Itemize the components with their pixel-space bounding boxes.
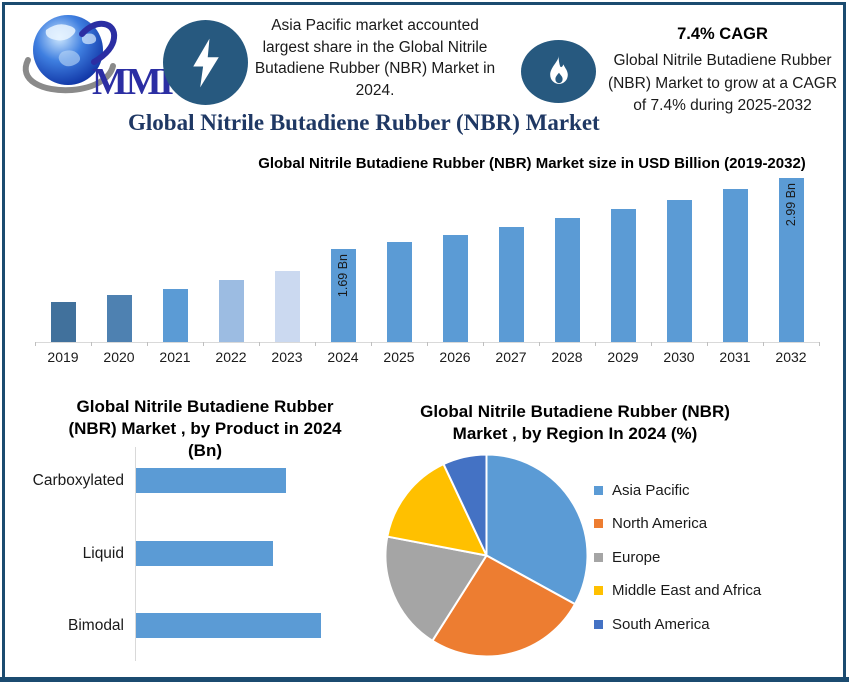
pie-slice-europe [384,535,488,642]
x-axis-label-2021: 2021 [159,349,191,365]
x-axis-label-2019: 2019 [47,349,79,365]
bar-2029 [610,209,636,342]
x-axis-label-2031: 2031 [719,349,751,365]
bar-2027 [498,227,524,342]
bar-2026 [442,235,468,342]
x-axis-tick [371,342,372,346]
lightning-icon [192,38,219,87]
x-axis-tick [819,342,820,346]
legend-swatch-europe [594,552,603,562]
bar-2024: 1.69 Bn [330,249,356,342]
region-pie-chart [384,453,589,658]
legend-swatch-asia-pacific [594,485,603,495]
legend-item-north-america: North America [594,514,761,534]
flame-icon [549,55,568,84]
legend-label-asia-pacific: Asia Pacific [612,481,690,499]
pie-slice-north-america [431,554,577,658]
logo-swoosh-gray [22,57,116,94]
product-label-carboxylated: Carboxylated [32,472,124,489]
region-pie-title: Global Nitrile Butadiene Rubber (NBR) Ma… [420,402,730,443]
product-bar-liquid [136,541,273,566]
x-axis-label-2025: 2025 [383,349,415,365]
bar-2019 [50,302,76,342]
market-highlight-text: Asia Pacific market accounted largest sh… [254,17,496,99]
bar-2022 [218,280,244,342]
x-axis-tick [147,342,148,346]
product-bar-bimodal [136,613,321,638]
bar-2032: 2.99 Bn [778,178,804,342]
logo-swoosh-blue [79,21,118,65]
legend-label-europe: Europe [612,548,661,566]
x-axis-label-2030: 2030 [663,349,695,365]
x-axis-label-2026: 2026 [439,349,471,365]
bar-2025 [386,242,412,342]
x-axis-tick [315,342,316,346]
market-size-chart: 1.69 Bn 2.99 Bn [35,176,820,346]
x-axis-label-2022: 2022 [215,349,247,365]
cagr-value: 7.4% CAGR [677,25,768,43]
product-chart-axis [135,447,136,661]
legend-label-middle-east-and-africa: Middle East and Africa [612,582,762,599]
region-pie-legend: Asia Pacific North America Europe Middle Ea… [594,480,761,648]
x-axis-label-2029: 2029 [607,349,639,365]
legend-swatch-south-america [594,619,603,629]
bar-2028 [554,218,580,342]
x-axis-tick [763,342,764,346]
flame-badge [521,40,596,103]
market-size-chart-title: Global Nitrile Butadiene Rubber (NBR) Ma… [258,155,806,172]
x-axis-tick [651,342,652,346]
x-axis-label-2028: 2028 [551,349,583,365]
lightning-badge [163,20,248,105]
product-label-liquid: Liquid [82,545,124,562]
bar-2030 [666,200,692,342]
product-bar-carboxylated [136,468,286,493]
legend-swatch-north-america [594,519,603,528]
x-axis-label-2027: 2027 [495,349,527,365]
market-size-x-axis-labels: 2019 2020 2021 2022 2023 2024 2025 2026 2027 2028… [35,349,819,365]
product-chart-title: Global Nitrile Butadiene Rubber (NBR) Ma… [68,397,342,460]
x-axis-tick [595,342,596,346]
legend-swatch-middle-east-and-africa [594,586,603,595]
x-axis-tick [707,342,708,346]
legend-label-north-america: North America [612,515,708,532]
x-axis-tick [259,342,260,346]
bar-2020 [106,295,132,342]
bar-2023 [274,271,300,342]
legend-label-south-america: South America [612,615,710,633]
x-axis-tick [91,342,92,346]
main-title: Global Nitrile Butadiene Rubber (NBR) Ma… [128,110,600,135]
pie-slice-asia-pacific [485,453,589,606]
bar-label-2032: 2.99 Bn [784,183,798,227]
x-axis-label-2023: 2023 [271,349,303,365]
x-axis-tick [203,342,204,346]
x-axis-tick [483,342,484,346]
legend-item-south-america: South America [594,614,761,634]
x-axis-label-2024: 2024 [327,349,359,365]
x-axis-label-2032: 2032 [775,349,807,365]
bar-label-2024: 1.69 Bn [336,254,350,298]
pie-slice-middle-east-and-africa [386,463,488,557]
x-axis-tick [427,342,428,346]
legend-item-europe: Europe [594,547,761,567]
bottom-border [0,677,849,682]
bar-2031 [722,189,748,342]
pie-slice-south-america [442,453,488,557]
x-axis-label-2020: 2020 [103,349,135,365]
bar-2021 [162,289,188,342]
legend-item-middle-east-and-africa: Middle East and Africa [594,581,761,601]
x-axis-tick [35,342,36,346]
x-axis-tick [539,342,540,346]
product-label-bimodal: Bimodal [68,617,124,634]
cagr-description: Global Nitrile Butadiene Rubber (NBR) Ma… [607,52,838,114]
legend-item-asia-pacific: Asia Pacific [594,480,761,500]
